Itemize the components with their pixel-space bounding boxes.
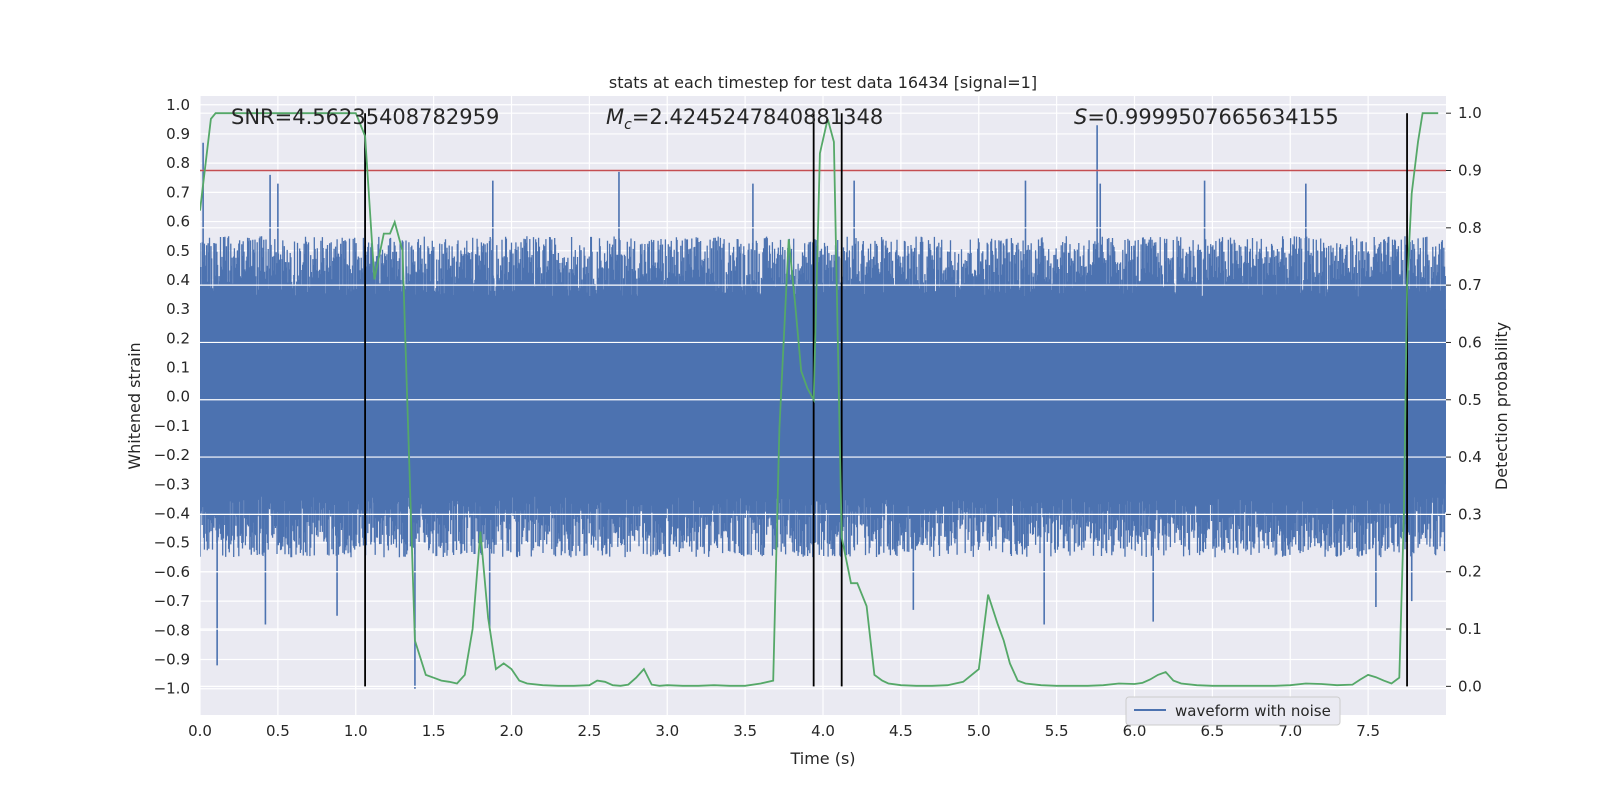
y-tick-label: 0.1 <box>166 359 190 377</box>
snr-annotation: SNR=4.56235408782959 <box>231 105 499 129</box>
y-tick-label: 0.9 <box>166 125 190 143</box>
y-right-tick-label: 0.6 <box>1458 333 1482 351</box>
x-tick-label: 3.5 <box>733 722 757 740</box>
y-right-tick-label: 1.0 <box>1458 104 1482 122</box>
y-tick-label: 0.7 <box>166 183 190 201</box>
y-tick-label: −0.4 <box>154 505 190 523</box>
s-value: =0.9999507665634155 <box>1087 105 1338 129</box>
y-right-tick-label: 0.5 <box>1458 391 1482 409</box>
x-tick-label: 2.5 <box>577 722 601 740</box>
y-tick-label: 0.0 <box>166 388 190 406</box>
y-right-tick-label: 0.3 <box>1458 505 1482 523</box>
y-tick-label: −0.9 <box>154 651 190 669</box>
s-symbol: S <box>1074 105 1087 129</box>
y-tick-label: 0.8 <box>166 154 190 172</box>
y-tick-label: −0.1 <box>154 417 190 435</box>
y-right-tick-label: 0.8 <box>1458 219 1482 237</box>
s-annotation: S=0.9999507665634155 <box>1074 105 1339 129</box>
x-tick-label: 7.5 <box>1356 722 1380 740</box>
x-axis-label: Time (s) <box>789 749 855 768</box>
x-tick-label: 5.5 <box>1045 722 1069 740</box>
x-tick-label: 1.5 <box>422 722 446 740</box>
y-axis-label: Whitened strain <box>125 342 144 469</box>
legend-label: waveform with noise <box>1175 702 1331 720</box>
y-right-tick-labels: 1.0 0.9 0.8 0.7 0.6 0.5 0.4 0.3 0.2 0.1 0.0 <box>1446 104 1482 695</box>
x-tick-label: 5.0 <box>967 722 991 740</box>
legend-box <box>1125 696 1341 726</box>
legend: waveform with noise <box>1125 696 1341 726</box>
y-tick-label: −0.8 <box>154 621 190 639</box>
y-right-tick-label: 0.2 <box>1458 563 1482 581</box>
y-tick-label: 0.5 <box>166 242 190 260</box>
x-tick-label: 6.5 <box>1200 722 1224 740</box>
y-tick-label: 0.2 <box>166 329 190 347</box>
x-tick-label: 2.0 <box>500 722 524 740</box>
x-tick-label: 7.0 <box>1278 722 1302 740</box>
y-tick-labels: 1.0 0.9 0.8 0.7 0.6 0.5 0.4 0.3 0.2 0.1 0.0 −0.1 −0.… <box>154 96 190 698</box>
x-tick-label: 3.0 <box>655 722 679 740</box>
y-right-tick-label: 0.9 <box>1458 162 1482 180</box>
x-tick-label: 0.5 <box>266 722 290 740</box>
y-right-tick-label: 0.7 <box>1458 276 1482 294</box>
y-tick-label: −0.2 <box>154 446 190 464</box>
mc-value: =2.4245247840881348 <box>632 105 883 129</box>
y-tick-label: 1.0 <box>166 96 190 114</box>
mc-annotation: Mc=2.4245247840881348 <box>606 105 883 133</box>
y-right-axis-label: Detection probability <box>1492 322 1511 490</box>
y-tick-label: −1.0 <box>154 680 190 698</box>
y-tick-label: −0.7 <box>154 592 190 610</box>
mc-symbol: M <box>606 105 624 129</box>
x-tick-label: 4.5 <box>889 722 913 740</box>
y-tick-label: −0.5 <box>154 534 190 552</box>
y-right-tick-label: 0.0 <box>1458 677 1482 695</box>
x-tick-label: 4.0 <box>811 722 835 740</box>
x-tick-label: 1.0 <box>344 722 368 740</box>
mc-subscript: c <box>624 117 632 133</box>
x-tick-labels: 0.0 0.5 1.0 1.5 2.0 2.5 3.0 3.5 4.0 4.5 5.0 5.5 6.0 6… <box>188 722 1380 740</box>
y-tick-label: −0.6 <box>154 563 190 581</box>
x-tick-label: 6.0 <box>1123 722 1147 740</box>
y-tick-label: −0.3 <box>154 475 190 493</box>
waveform-core <box>200 309 1446 485</box>
detection-probability-line <box>200 112 1439 687</box>
y-tick-label: 0.6 <box>166 213 190 231</box>
chart-title: stats at each timestep for test data 164… <box>609 73 1037 92</box>
y-tick-label: 0.4 <box>166 271 190 289</box>
y-tick-label: 0.3 <box>166 300 190 318</box>
x-tick-label: 0.0 <box>188 722 212 740</box>
y-right-tick-label: 0.1 <box>1458 620 1482 638</box>
y-right-tick-label: 0.4 <box>1458 448 1482 466</box>
